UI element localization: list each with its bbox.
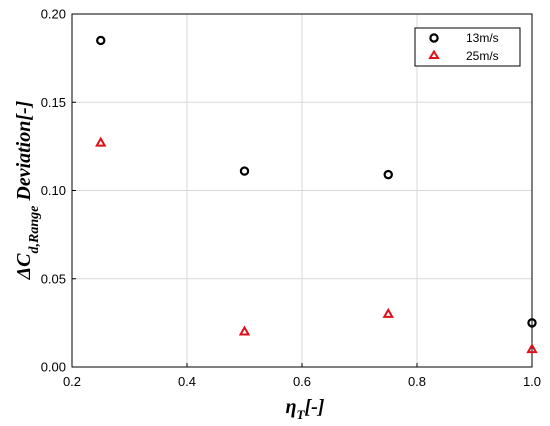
data-points [95,35,538,354]
x-tick-label-2: 0.6 [293,374,311,389]
x-axis-title-sub: T [297,407,306,422]
y-axis-title-sub: d,Range [27,206,42,254]
point-series1-0 [95,136,107,147]
x-axis-title-suffix: [-] [304,396,324,418]
point-series0-0 [96,35,106,46]
x-tick-label-1: 0.4 [178,374,196,389]
point-series0-3 [527,318,537,328]
point-series1-2 [382,307,394,318]
point-series0-1 [239,166,250,176]
point-series1-1 [238,325,251,336]
legend-label-13ms: 13m/s [466,31,499,45]
x-axis-title: ηT[-] [286,396,325,422]
y-axis-title-main: ΔC [13,253,35,281]
legend: 13m/s 25m/s [414,27,521,67]
y-tick-label-4: 0.20 [41,7,66,22]
legend-marker-13ms [429,33,439,43]
x-tick-label-3: 0.8 [408,374,426,389]
grid-lines [71,13,533,368]
y-axis-title-suffix: Deviation[-] [13,100,35,205]
y-tick-label-1: 0.05 [41,271,66,286]
point-series1-3 [526,343,538,354]
y-tick-label-3: 0.15 [41,95,66,110]
x-axis-ticks: 0.2 0.4 0.6 0.8 1.0 [63,363,541,389]
y-tick-label-2: 0.10 [41,183,66,198]
x-axis-title-main: η [286,396,297,418]
legend-marker-25ms [428,49,440,59]
point-series0-2 [383,169,393,180]
x-tick-label-4: 1.0 [523,374,541,389]
legend-label-25ms: 25m/s [466,49,499,63]
y-tick-label-0: 0.00 [41,360,66,375]
y-axis-title: ΔCd,Range Deviation[-] [13,100,42,280]
x-tick-label-0: 0.2 [63,374,81,389]
y-axis-ticks: 0.00 0.05 0.10 0.15 0.20 [41,7,76,375]
